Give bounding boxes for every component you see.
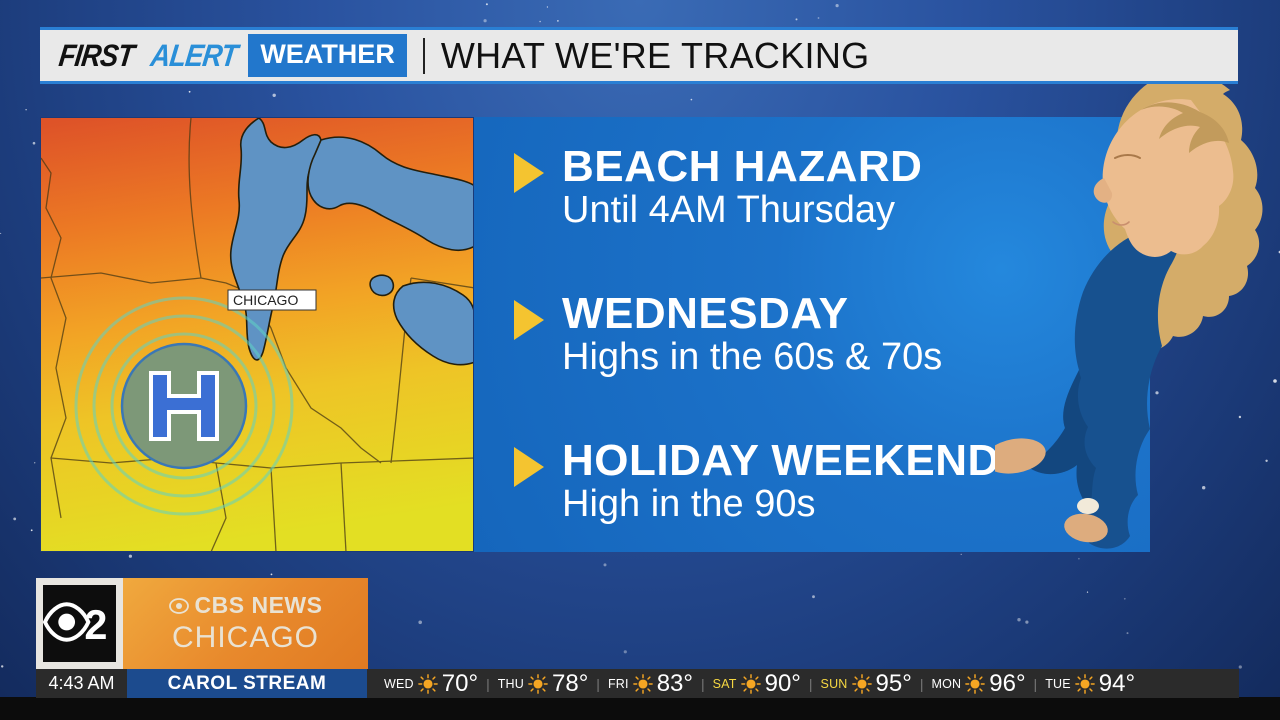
svg-text:CHICAGO: CHICAGO [233, 292, 298, 308]
svg-text:2: 2 [84, 600, 107, 647]
